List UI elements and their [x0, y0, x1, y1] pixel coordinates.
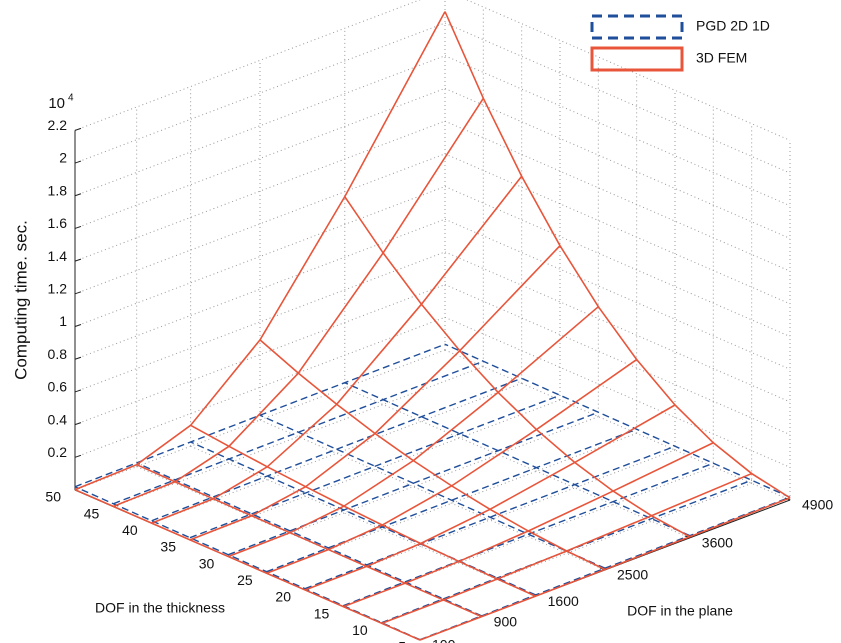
z-grid-line	[444, 251, 791, 403]
z-tick-label: 0.4	[48, 411, 68, 427]
y-tick-label: 1600	[548, 593, 579, 609]
z-grid-line	[74, 0, 421, 131]
surface-line	[189, 245, 561, 541]
z-tick	[74, 193, 82, 197]
x-axis-label: DOF in the thickness	[95, 600, 225, 616]
surface-line	[228, 411, 599, 556]
surface-line	[136, 462, 482, 617]
x-tick-label: 10	[352, 622, 368, 638]
surface-line	[343, 462, 714, 607]
surface-line	[419, 497, 791, 641]
z-tick	[74, 127, 82, 131]
y-grid-line	[344, 387, 690, 539]
z-grid-line	[444, 120, 791, 272]
legend-swatch	[590, 14, 684, 40]
z-tick	[74, 324, 82, 327]
x-tick-label: 50	[45, 489, 61, 505]
legend-label: 3D FEM	[696, 50, 747, 66]
z-grid-line	[444, 186, 791, 337]
legend-label: PGD 2D 1D	[696, 18, 770, 34]
surface-line	[190, 424, 536, 597]
surface-line	[190, 441, 536, 596]
y-grid-line	[444, 349, 791, 501]
z-tick-label: 2	[59, 150, 67, 166]
y-tick-label: 900	[494, 613, 518, 629]
z-tick-label: 2.2	[48, 117, 68, 133]
surface-line	[304, 404, 676, 591]
surface-line	[304, 445, 676, 590]
z-multiplier: 10	[48, 95, 65, 112]
z-multiplier-exponent: 4	[68, 93, 74, 104]
surface-line	[344, 382, 691, 537]
z-grid-line	[444, 22, 791, 174]
surface-line	[381, 472, 752, 625]
z-tick	[74, 160, 82, 164]
surface-line	[343, 442, 714, 608]
surface-line	[381, 479, 752, 624]
surface-line	[74, 488, 421, 641]
y-axis-label: DOF in the plane	[627, 603, 733, 619]
z-grid-line	[444, 153, 791, 305]
z-tick-label: 0.6	[48, 379, 68, 395]
x-tick-label: 5	[398, 639, 406, 643]
z-tick	[74, 258, 82, 262]
x-tick-label: 35	[160, 539, 176, 555]
z-tick-label: 0.8	[48, 346, 68, 362]
z-grid-line	[74, 251, 446, 393]
z-tick-label: 1.6	[48, 215, 68, 231]
surface-line	[74, 486, 421, 641]
z-tick-label: 1.2	[48, 281, 68, 297]
surface-line	[228, 306, 599, 558]
surface-line	[113, 97, 485, 508]
x-tick-label: 25	[237, 572, 253, 588]
surface-line	[151, 377, 522, 522]
surface-line	[266, 358, 638, 575]
z-axis-label: Computing time. sec.	[11, 220, 30, 380]
surface-line	[136, 463, 482, 618]
y-tick-label: 2500	[617, 567, 648, 583]
x-tick-label: 45	[84, 505, 100, 521]
surface-line	[344, 196, 691, 538]
y-tick-label: 100	[432, 637, 456, 643]
z-tick	[74, 422, 82, 426]
z-tick-label: 1	[59, 313, 67, 329]
z-tick-label: 1.4	[48, 248, 68, 264]
surface-line	[74, 343, 446, 488]
z-grid-line	[444, 316, 791, 468]
y-tick-label: 3600	[702, 535, 733, 551]
z-tick-label: 0.2	[48, 444, 68, 460]
z-grid-line	[444, 55, 791, 207]
z-grid-line	[444, 218, 791, 370]
z-tick-label: 1.8	[48, 182, 68, 198]
z-tick	[74, 356, 82, 360]
surface-line	[259, 414, 606, 569]
z-tick	[74, 291, 82, 295]
z-tick	[74, 389, 82, 393]
z-tick	[74, 454, 82, 458]
y-tick-label: 4900	[802, 497, 833, 513]
z-tick	[74, 225, 82, 229]
surface-line	[259, 339, 606, 571]
legend-swatch	[590, 46, 684, 72]
surface-line	[113, 360, 484, 505]
surface-line	[74, 11, 446, 491]
x-grid-line	[113, 366, 484, 508]
surface-line	[444, 343, 791, 498]
x-tick-label: 15	[314, 605, 330, 621]
surface-line	[189, 394, 561, 539]
x-tick-label: 30	[199, 555, 215, 571]
x-tick-label: 40	[122, 522, 138, 538]
x-tick-label: 20	[275, 589, 291, 605]
surface-line	[266, 428, 637, 573]
z-grid-line	[465, 0, 791, 141]
y-grid-line	[190, 445, 536, 597]
y-grid-line	[259, 419, 606, 571]
z-grid-line	[444, 87, 791, 239]
surface-line	[151, 175, 523, 524]
z-grid-line	[444, 284, 791, 436]
surface-line	[444, 11, 791, 499]
